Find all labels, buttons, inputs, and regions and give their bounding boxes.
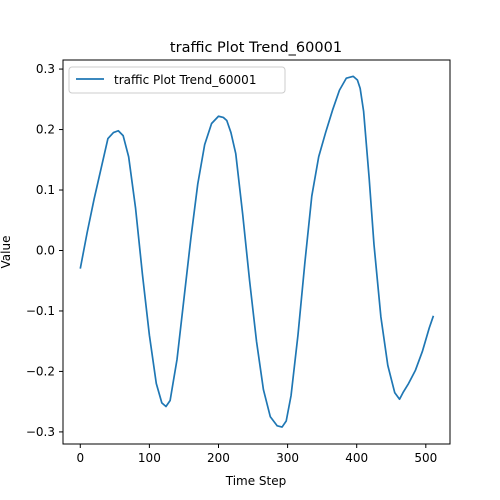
x-tick-label: 500 [414,451,437,465]
y-tick-label: 0.2 [36,123,55,137]
y-tick-label: 0.3 [36,62,55,76]
x-tick-label: 100 [138,451,161,465]
y-tick-label: 0.0 [36,243,55,257]
legend-box [68,66,286,94]
series-line-0 [79,75,435,428]
legend: traffic Plot Trend_60001 [68,66,286,94]
x-tick-label: 0 [76,451,84,465]
axes-layer: 0 100 200 300 400 500 −0.3 −0.2 −0.1 0.0 0.1 0.2 0.3 [26,62,437,465]
legend-label: traffic Plot Trend_60001 [114,73,256,87]
plot-area-frame [62,59,451,445]
y-tick-label: −0.1 [26,304,55,318]
x-tick-label: 400 [345,451,368,465]
data-layer [79,75,435,428]
y-axis-title: Value [0,236,13,269]
x-tick-label: 300 [276,451,299,465]
y-tick-label: −0.3 [26,425,55,439]
x-tick-label: 200 [207,451,230,465]
y-tick-label: −0.2 [26,364,55,378]
x-axis-title: Time Step [225,474,287,488]
y-tick-label: 0.1 [36,183,55,197]
chart-title: traffic Plot Trend_60001 [170,40,342,56]
